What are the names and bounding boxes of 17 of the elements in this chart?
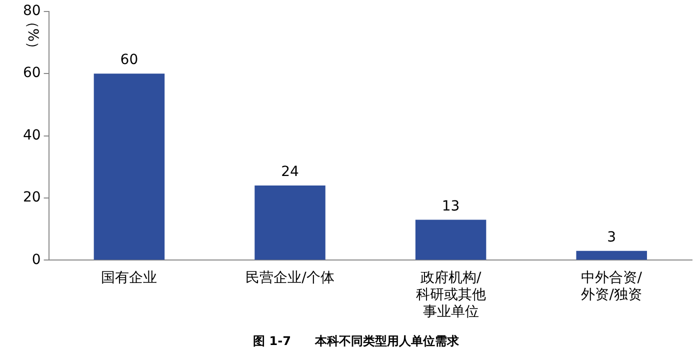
data-label: 3 — [607, 230, 616, 246]
x-tick-label: 民营企业/个体 — [246, 270, 334, 286]
bar — [254, 186, 326, 260]
data-label: 24 — [281, 164, 299, 180]
x-tick-label: 国有企业 — [101, 270, 158, 286]
y-tick-label: 20 — [22, 190, 41, 206]
data-label: 13 — [442, 198, 460, 214]
bar — [94, 74, 165, 260]
bar — [415, 220, 486, 260]
x-tick-label: 政府机构/科研或其他事业单位 — [416, 270, 486, 320]
text: 图 1-7 本科不同类型用人单位需求 — [253, 334, 460, 348]
y-tick-label: 0 — [32, 252, 41, 268]
bar — [576, 250, 647, 260]
y-tick-label: 40 — [22, 127, 41, 144]
data-label: 60 — [120, 52, 138, 68]
x-tick-label: 中外合资/外资/独资 — [581, 270, 642, 304]
y-tick-label: 60 — [22, 65, 41, 82]
